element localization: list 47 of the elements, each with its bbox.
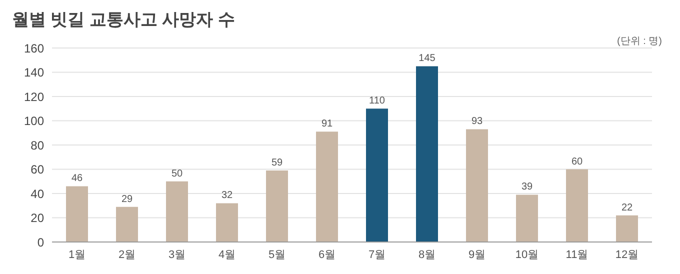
y-tick-label: 60 — [30, 162, 44, 177]
data-label: 46 — [71, 173, 83, 184]
bar — [266, 170, 288, 242]
y-tick-label: 140 — [24, 66, 44, 80]
bar — [66, 186, 88, 242]
data-label: 39 — [521, 182, 533, 193]
y-tick-label: 20 — [30, 211, 44, 226]
y-tick-label: 120 — [24, 90, 44, 104]
x-tick-label: 11월 — [566, 248, 588, 261]
x-tick-label: 4월 — [218, 248, 236, 261]
bar — [516, 194, 538, 242]
x-tick-label: 9월 — [468, 248, 486, 261]
y-tick-label: 40 — [30, 186, 44, 201]
data-label: 22 — [621, 202, 633, 214]
data-label: 50 — [171, 168, 183, 180]
chart-title: 월별 빗길 교통사고 사망자 수 — [12, 9, 235, 31]
bar — [166, 181, 188, 242]
data-label: 29 — [121, 194, 133, 205]
bar — [116, 206, 138, 242]
bar — [216, 203, 238, 242]
data-label: 110 — [369, 96, 386, 107]
x-tick-label: 3월 — [168, 248, 186, 261]
y-tick-label: 80 — [30, 138, 44, 152]
x-tick-label: 2월 — [118, 248, 136, 261]
bar — [566, 169, 588, 242]
bar — [616, 215, 638, 242]
data-label: 32 — [221, 190, 233, 202]
data-label: 59 — [271, 157, 283, 168]
x-tick-label: 5월 — [268, 248, 286, 261]
y-tick-label: 100 — [24, 114, 44, 128]
data-label: 145 — [418, 53, 436, 64]
bar — [366, 108, 388, 242]
x-tick-label: 12월 — [615, 248, 639, 261]
x-tick-label: 6월 — [318, 248, 336, 261]
x-tick-label: 8월 — [418, 248, 436, 261]
x-tick-label: 1월 — [68, 248, 86, 261]
x-tick-label: 10월 — [515, 248, 539, 261]
data-label: 93 — [471, 116, 483, 128]
data-label: 91 — [321, 118, 333, 130]
data-label: 60 — [571, 156, 583, 168]
x-tick-label: 7월 — [368, 248, 386, 261]
bar — [316, 132, 338, 242]
y-tick-label: 160 — [24, 41, 44, 56]
bar — [466, 129, 488, 242]
bar — [416, 66, 438, 242]
y-tick-label: 0 — [37, 235, 44, 250]
text: (단위 : 명) — [617, 35, 662, 48]
